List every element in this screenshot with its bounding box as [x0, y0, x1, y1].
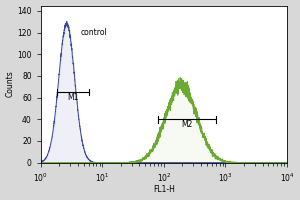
Text: control: control	[81, 28, 108, 37]
Text: M2: M2	[181, 120, 193, 129]
Y-axis label: Counts: Counts	[6, 71, 15, 97]
X-axis label: FL1-H: FL1-H	[153, 185, 175, 194]
Text: M1: M1	[67, 93, 78, 102]
